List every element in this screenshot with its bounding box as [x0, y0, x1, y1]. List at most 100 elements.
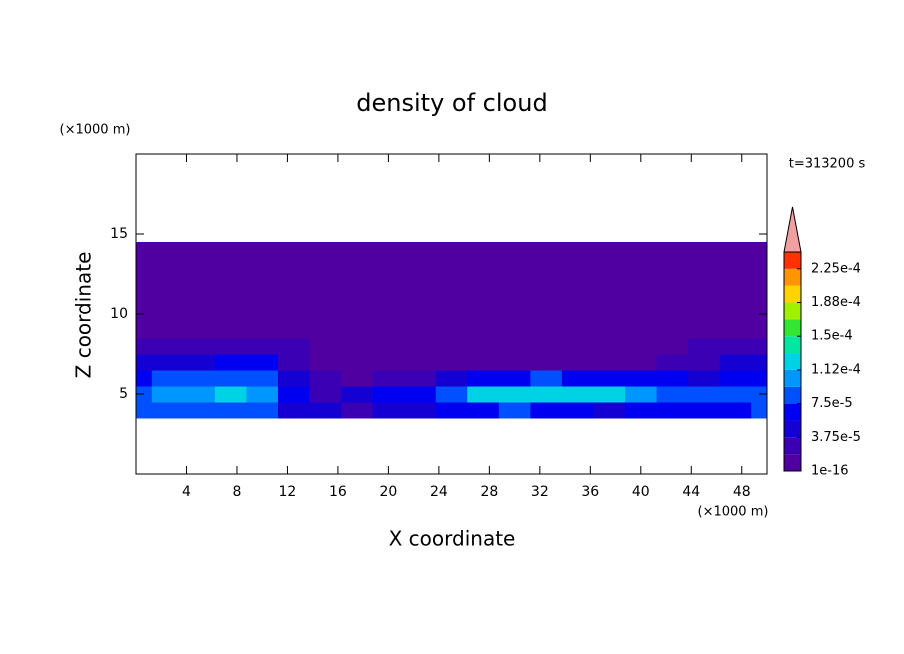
contour-cell [719, 290, 752, 307]
contour-cell [246, 354, 279, 371]
contour-cell [136, 290, 153, 307]
contour-cell [183, 290, 216, 307]
contour-cell [372, 354, 405, 371]
contour-cell [341, 402, 374, 419]
contour-cell [530, 258, 563, 275]
contour-cell [593, 354, 626, 371]
contour-cell [246, 370, 279, 387]
contour-cell [719, 322, 752, 339]
contour-cell [688, 354, 721, 371]
contour-cell [435, 354, 468, 371]
contour-cell [183, 306, 216, 323]
contour-cell [625, 258, 658, 275]
contour-cell [593, 386, 626, 403]
contour-cell [246, 258, 279, 275]
contour-cell [183, 370, 216, 387]
contour-cell [435, 402, 468, 419]
y-tick-label: 15 [110, 226, 128, 242]
colorbar-band [784, 386, 801, 404]
annotation: t=313200 s [789, 157, 866, 172]
contour-cell [183, 354, 216, 371]
x-tick-label: 40 [632, 484, 650, 500]
contour-cell [372, 338, 405, 355]
contour-cell [372, 274, 405, 291]
contour-cell [214, 242, 247, 259]
contour-cell [341, 306, 374, 323]
contour-cell [246, 242, 279, 259]
contour-cell [530, 306, 563, 323]
colorbar-band [784, 420, 801, 438]
contour-cell [751, 402, 768, 419]
contour-cell [136, 274, 153, 291]
contour-cell [341, 370, 374, 387]
contour-cell [498, 242, 531, 259]
contour-cell [136, 338, 153, 355]
contour-cell [136, 306, 153, 323]
contour-cell [435, 242, 468, 259]
contour-cell [214, 386, 247, 403]
contour-cell [277, 242, 311, 259]
contour-cell [530, 322, 563, 339]
contour-cell [341, 386, 374, 403]
contour-cell [561, 258, 594, 275]
contour-cell [404, 322, 437, 339]
contour-cell [625, 274, 658, 291]
contour-cell [719, 370, 752, 387]
contour-cell [435, 306, 468, 323]
contour-cell [214, 354, 247, 371]
chart-title: density of cloud [356, 89, 547, 117]
contour-cell [593, 402, 626, 419]
contour-cell [656, 274, 689, 291]
contour-cell [435, 338, 468, 355]
contour-cell [277, 274, 311, 291]
contour-cell [593, 306, 626, 323]
contour-cell [214, 290, 247, 307]
contour-cell [435, 290, 468, 307]
contour-cell [246, 274, 279, 291]
contour-cell [530, 386, 563, 403]
contour-cell [136, 386, 153, 403]
contour-cell [183, 402, 216, 419]
contour-cell [435, 258, 468, 275]
contour-cell [404, 258, 437, 275]
contour-cell [404, 242, 437, 259]
x-tick-label: 44 [682, 484, 700, 500]
contour-cell [151, 354, 184, 371]
contour-cell [561, 322, 594, 339]
contour-cell [277, 290, 311, 307]
contour-cell [656, 242, 689, 259]
contour-cell [688, 290, 721, 307]
contour-cell [625, 386, 658, 403]
colorbar-band [784, 353, 801, 370]
contour-cell [467, 386, 500, 403]
contour-cell [183, 274, 216, 291]
contour-cell [467, 402, 500, 419]
y-axis-label: Z coordinate [72, 252, 96, 379]
contour-cell [277, 370, 311, 387]
contour-cell [214, 338, 247, 355]
contour-cell [341, 290, 374, 307]
contour-cell [341, 322, 374, 339]
contour-cell [277, 322, 311, 339]
contour-cell [341, 354, 374, 371]
colorbar-band [784, 403, 801, 421]
contour-cell [561, 386, 594, 403]
y-tick-label: 10 [110, 306, 128, 322]
contour-cell [656, 354, 689, 371]
colorbar-tick-label: 1e-16 [811, 464, 849, 479]
contour-cell [467, 306, 500, 323]
x-tick-label: 20 [379, 484, 397, 500]
contour-cell [435, 386, 468, 403]
contour-cell [277, 354, 311, 371]
colorbar-band [784, 268, 801, 286]
contour-cell [277, 258, 311, 275]
contour-cell [498, 386, 531, 403]
contour-cell [277, 306, 311, 323]
contour-cell [309, 386, 342, 403]
contour-cell [593, 338, 626, 355]
x-tick-label: 16 [329, 484, 347, 500]
contour-cell [561, 338, 594, 355]
contour-cell [214, 258, 247, 275]
x-tick-label: 48 [733, 484, 751, 500]
